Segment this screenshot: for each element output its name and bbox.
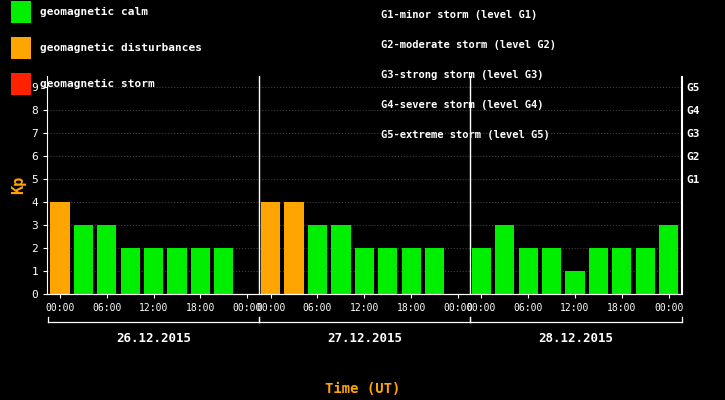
Bar [566,271,584,294]
Text: G4-severe storm (level G4): G4-severe storm (level G4) [381,100,543,110]
Text: geomagnetic disturbances: geomagnetic disturbances [40,43,202,53]
Text: 28.12.2015: 28.12.2015 [538,332,613,345]
Bar [472,248,491,294]
Text: G1-minor storm (level G1): G1-minor storm (level G1) [381,10,537,20]
Text: G3-strong storm (level G3): G3-strong storm (level G3) [381,70,543,80]
Bar [308,225,327,294]
Text: geomagnetic storm: geomagnetic storm [40,79,154,89]
Bar [331,225,350,294]
Bar [261,202,281,294]
Bar [284,202,304,294]
Text: 26.12.2015: 26.12.2015 [116,332,191,345]
Bar [167,248,186,294]
Bar [215,248,233,294]
Bar [518,248,538,294]
Bar [402,248,420,294]
Bar [495,225,514,294]
Text: G5-extreme storm (level G5): G5-extreme storm (level G5) [381,130,550,140]
Bar [542,248,561,294]
Bar [612,248,631,294]
Bar [589,248,608,294]
Bar [120,248,140,294]
Bar [74,225,93,294]
Text: Time (UT): Time (UT) [325,382,400,396]
Bar [144,248,163,294]
Text: G2-moderate storm (level G2): G2-moderate storm (level G2) [381,40,555,50]
Bar [659,225,678,294]
Bar [191,248,210,294]
Bar [97,225,117,294]
Text: geomagnetic calm: geomagnetic calm [40,7,148,17]
Bar [355,248,374,294]
Bar [636,248,655,294]
Text: 27.12.2015: 27.12.2015 [327,332,402,345]
Bar [51,202,70,294]
Bar [425,248,444,294]
Bar [378,248,397,294]
Y-axis label: Kp: Kp [11,176,26,194]
